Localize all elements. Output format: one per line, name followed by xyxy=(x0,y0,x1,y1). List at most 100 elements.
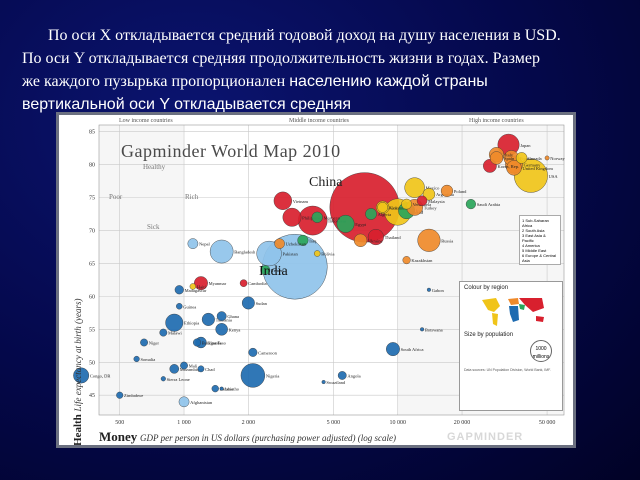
bubble-afghanistan xyxy=(178,396,190,408)
bubble-label: United Kingdom xyxy=(522,166,553,171)
bubble-label: Afghanistan xyxy=(190,400,213,405)
x-tick-label: 2 000 xyxy=(242,420,256,426)
bubble-label: Ghana xyxy=(227,314,239,319)
bubble-sudan xyxy=(241,296,255,310)
corner-label-sick: Sick xyxy=(147,223,160,231)
band-label-low: Low income countries xyxy=(119,118,173,124)
bubble-mali xyxy=(180,361,188,370)
y-axis-italic: Life expectancy at birth (years) xyxy=(73,298,83,412)
bubble-label: Gabon xyxy=(432,288,445,293)
corner-label-rich: Rich xyxy=(185,193,199,201)
bubble-canada xyxy=(515,152,528,164)
y-tick-label: 45 xyxy=(89,393,95,399)
bubble-zambia xyxy=(211,385,219,393)
bubble-label: Zambia xyxy=(220,387,234,392)
bubble-label: Niger xyxy=(149,341,160,346)
bubble-label: Malaysia xyxy=(428,199,445,204)
legend-colour-head: Colour by region xyxy=(464,285,509,291)
bubble-sierra-leone xyxy=(160,376,166,382)
corner-label-poor: Poor xyxy=(109,193,123,201)
plot-border xyxy=(98,124,565,416)
bubble-tanzania xyxy=(201,312,215,326)
x-tick-label: 20 000 xyxy=(454,420,471,426)
x-tick-label: 10 000 xyxy=(389,420,406,426)
bubble-venezuela xyxy=(401,198,412,210)
bubble-niger xyxy=(140,338,148,347)
x-axis-italic: GDP per person in US dollars (purchasing… xyxy=(140,433,397,443)
bubble-peru xyxy=(377,202,388,213)
bubble-label: Cambodia xyxy=(248,281,267,286)
caption-line-1: По оси Х откладывается средний годовой д… xyxy=(48,27,561,44)
bubble-label: South Africa xyxy=(401,347,424,352)
bubble-kenya xyxy=(215,323,228,336)
bubble-somalia xyxy=(133,355,140,363)
mini-list-item: 1 Sub-Saharan Africa xyxy=(522,218,549,228)
bubble-label: Chad xyxy=(205,367,215,372)
map-legend: Colour by region Size by population 1000… xyxy=(459,281,563,411)
bubble-madagascar xyxy=(174,285,184,295)
bubble-russia xyxy=(417,228,441,252)
bubble-label: Lesotho xyxy=(224,387,239,392)
bubble-label: Turkey xyxy=(424,205,438,210)
bubble-swaziland xyxy=(321,380,326,385)
bubble-egypt xyxy=(336,214,355,233)
bubble-norway xyxy=(544,155,550,161)
bubble-label: Uganda xyxy=(207,341,221,346)
bubble-label: Uzbekistan xyxy=(286,242,307,247)
bubble-congo-dr xyxy=(73,367,90,384)
bubble-label: Sudan xyxy=(256,301,268,306)
bubble-label: Ukraine xyxy=(368,238,383,243)
y-tick-label: 60 xyxy=(89,294,95,300)
mini-list-item: 3 East Asia & Pacific xyxy=(522,233,546,243)
label-china: China xyxy=(309,175,343,190)
bubble-label: Nepal xyxy=(199,242,210,247)
x-tick-label: 1 000 xyxy=(177,420,191,426)
bubble-usa xyxy=(513,158,548,193)
bubble-label: Poland xyxy=(454,189,467,194)
bubble-label: Kenya xyxy=(229,327,241,332)
world-region-map-icon xyxy=(482,298,544,326)
bubble-label: Sierra Leone xyxy=(167,377,190,382)
bubble-south-africa xyxy=(386,342,400,357)
label-india: India xyxy=(259,264,288,279)
legend-size-unit: millions xyxy=(532,354,550,360)
bubble-uzbekistan xyxy=(274,238,285,249)
bubble-poland xyxy=(440,184,454,197)
y-tick-label: 50 xyxy=(89,360,95,366)
legend-note: Data sources: UN Population Division, Wo… xyxy=(464,368,551,372)
bubble-label: Russia xyxy=(441,238,453,243)
band-label-middle: Middle income countries xyxy=(289,118,349,124)
bubble-label: Swaziland xyxy=(326,380,345,385)
bubble-label: Kazakhstan xyxy=(411,258,433,263)
caption-line-3: же каждого пузырька пропорционален насел… xyxy=(22,73,488,90)
caption-line-4: вертикальной оси Y откладывается средняя xyxy=(22,96,352,113)
bubble-label: Iraq xyxy=(309,238,317,243)
x-axis-label: Money GDP per person in US dollars (purc… xyxy=(99,429,396,445)
bubble-label: Mali xyxy=(189,364,198,369)
bubble-label: Congo, DR xyxy=(90,373,111,379)
x-axis-bold: Money xyxy=(99,429,138,444)
bubble-vietnam xyxy=(273,191,292,210)
x-tick-label: 5 000 xyxy=(327,420,341,426)
bubble-label: Germany xyxy=(524,163,541,168)
band-label-high: High income countries xyxy=(469,118,524,124)
bubble-malaysia xyxy=(416,195,428,207)
bubble-botswana xyxy=(420,327,425,332)
slide-caption: По оси Х откладывается средний годовой д… xyxy=(22,24,628,116)
bubble-label: Botswana xyxy=(425,327,443,332)
bubble-label: Guinea xyxy=(183,304,196,309)
bubble-zimbabwe xyxy=(116,391,124,399)
bubble-haiti xyxy=(189,283,197,290)
bubble-label: Haiti xyxy=(197,284,207,289)
bubble-label: Nigeria xyxy=(266,373,280,378)
bubble-malawi xyxy=(159,328,168,337)
bubble-mexico xyxy=(404,177,425,198)
bubble-label: Pakistan xyxy=(282,252,298,257)
corner-label-healthy: Healthy xyxy=(143,163,166,171)
bubble-spain xyxy=(489,151,504,165)
bubble-myanmar xyxy=(194,276,208,291)
x-tick-label: 500 xyxy=(115,420,124,426)
bubble-indonesia xyxy=(297,205,328,236)
bubble-pakistan xyxy=(256,240,282,267)
y-axis-bold: Health xyxy=(72,414,84,445)
